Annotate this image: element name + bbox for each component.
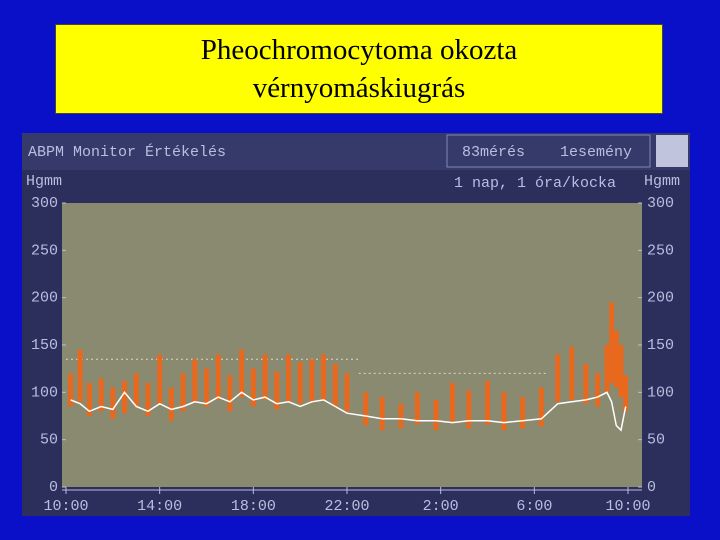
range-bar — [449, 382, 455, 423]
range-bar — [332, 363, 338, 407]
title-line: Pheochromocytoma okozta — [200, 34, 518, 66]
range-bar — [86, 382, 92, 416]
range-bar — [485, 380, 490, 425]
x-tick-label: 22:00 — [324, 498, 369, 515]
event-count: 1esemény — [560, 144, 632, 161]
range-bar — [433, 399, 439, 431]
y2-tick-label: 250 — [647, 242, 674, 259]
value-line — [70, 391, 627, 432]
range-bar — [227, 375, 233, 412]
range-bar — [618, 345, 624, 398]
range-bar — [133, 373, 139, 407]
x-tick-label: 6:00 — [516, 498, 552, 515]
range-bar — [285, 354, 291, 402]
range-bar — [538, 387, 544, 427]
range-bar — [379, 397, 385, 431]
plot-area — [62, 203, 642, 487]
range-bar — [595, 373, 601, 407]
range-bar — [215, 354, 221, 400]
range-bar — [262, 354, 268, 400]
range-bar — [98, 378, 104, 412]
range-bar — [110, 387, 116, 419]
chart-title: ABPM Monitor Értékelés — [28, 143, 226, 161]
x-tick-label: 18:00 — [231, 498, 276, 515]
y-axis-label: Hgmm — [26, 173, 62, 190]
range-bar — [623, 375, 629, 412]
range-bar — [398, 403, 404, 429]
y2-tick-label: 150 — [647, 337, 674, 354]
range-bar — [520, 397, 526, 429]
range-bar — [609, 302, 615, 383]
range-bar — [68, 373, 74, 407]
y2-tick-label: 200 — [647, 290, 674, 307]
header-bar — [22, 133, 690, 170]
range-bar — [309, 359, 315, 402]
range-bar — [363, 392, 369, 426]
x-tick-label: 10:00 — [43, 498, 88, 515]
measurement-count: 83mérés — [462, 144, 525, 161]
range-bar — [180, 373, 186, 412]
icon[interactable] — [656, 135, 688, 167]
y2-tick-label: 100 — [647, 384, 674, 401]
range-bar — [168, 387, 174, 421]
range-bar — [239, 349, 245, 398]
range-bar — [250, 368, 256, 407]
y-tick-label: 50 — [40, 432, 58, 449]
range-bar — [569, 346, 575, 400]
x-tick-label: 14:00 — [137, 498, 182, 515]
range-bar — [157, 354, 163, 404]
range-bar — [321, 354, 327, 400]
range-bar — [414, 392, 420, 425]
range-bar — [466, 390, 472, 429]
range-bar — [604, 345, 610, 393]
range-bar — [204, 368, 209, 407]
range-bar — [555, 354, 561, 402]
range-bar — [613, 330, 619, 388]
slide-title: Pheochromocytoma okozta vérnyomáskiugrás — [55, 24, 663, 114]
range-bar — [145, 382, 151, 416]
x-tick-label: 10:00 — [605, 498, 650, 515]
range-bar — [77, 349, 83, 402]
subtitle: 1 nap, 1 óra/kocka — [454, 175, 616, 192]
y2-axis-label: Hgmm — [644, 173, 680, 190]
title-line: vérnyomáskiugrás — [252, 72, 466, 104]
y2-tick-label: 50 — [647, 432, 665, 449]
y2-tick-label: 0 — [647, 479, 656, 496]
y-tick-label: 150 — [31, 337, 58, 354]
y-tick-label: 100 — [31, 384, 58, 401]
x-tick-label: 2:00 — [423, 498, 459, 515]
range-bar — [583, 363, 589, 404]
range-bar — [192, 359, 198, 402]
range-bar — [501, 392, 507, 431]
range-bar — [274, 371, 280, 410]
y-tick-label: 0 — [49, 479, 58, 496]
range-bar — [344, 373, 350, 412]
y-tick-label: 250 — [31, 242, 58, 259]
range-bar — [297, 362, 303, 404]
header-box — [446, 134, 651, 168]
y-tick-label: 300 — [31, 195, 58, 212]
y-tick-label: 200 — [31, 290, 58, 307]
range-bar — [122, 380, 128, 414]
y2-tick-label: 300 — [647, 195, 674, 212]
